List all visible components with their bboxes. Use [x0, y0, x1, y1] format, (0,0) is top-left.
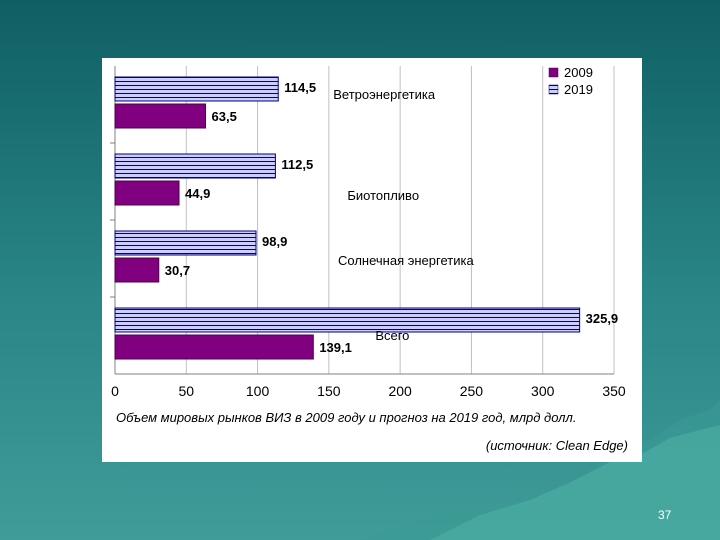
slide-number: 37 [658, 508, 672, 522]
legend-label-2009: 2009 [564, 65, 593, 80]
data-label-2009: 30,7 [165, 263, 190, 278]
data-label-2019: 112,5 [281, 157, 313, 172]
chart-caption: Объем мировых рынков ВИЗ в 2009 году и п… [116, 410, 577, 425]
chart-panel: 114,5 63,5 Ветроэнергетика 112,5 44,9 Биотопл… [102, 58, 642, 462]
data-label-2009: 63,5 [212, 109, 237, 124]
data-label-2009: 44,9 [185, 186, 210, 201]
legend-swatch-2019 [548, 84, 559, 95]
category-label: Ветроэнергетика [333, 87, 436, 102]
bar-2009 [114, 334, 314, 360]
data-label-2019: 325,9 [586, 311, 619, 326]
x-tick-label: 200 [388, 383, 412, 399]
category-label: Биотопливо [347, 188, 419, 203]
bar-chart: 114,5 63,5 Ветроэнергетика 112,5 44,9 Биотопл… [110, 65, 626, 399]
bar-2009 [114, 257, 160, 283]
legend-swatch-2009 [548, 67, 559, 78]
bar-2019 [114, 76, 279, 102]
chart-source: (источник: Clean Edge) [485, 438, 628, 453]
category-label: Всего [375, 328, 409, 343]
data-label-2019: 98,9 [262, 234, 287, 249]
x-tick-label: 350 [602, 383, 626, 399]
x-tick-label: 100 [246, 383, 270, 399]
legend-label-2019: 2019 [564, 82, 593, 97]
x-tick-label: 50 [178, 383, 194, 399]
bar-2019 [114, 153, 276, 179]
bar-2019 [114, 230, 257, 256]
bar-2009 [114, 180, 180, 206]
x-tick-label: 0 [111, 383, 119, 399]
x-tick-label: 300 [531, 383, 555, 399]
bar-2009 [114, 103, 207, 129]
data-label-2009: 139,1 [319, 340, 352, 355]
data-label-2019: 114,5 [284, 80, 316, 95]
category-label: Солнечная энергетика [338, 253, 474, 268]
x-tick-label: 150 [317, 383, 341, 399]
bar-2019 [114, 307, 581, 333]
x-tick-label: 250 [460, 383, 484, 399]
